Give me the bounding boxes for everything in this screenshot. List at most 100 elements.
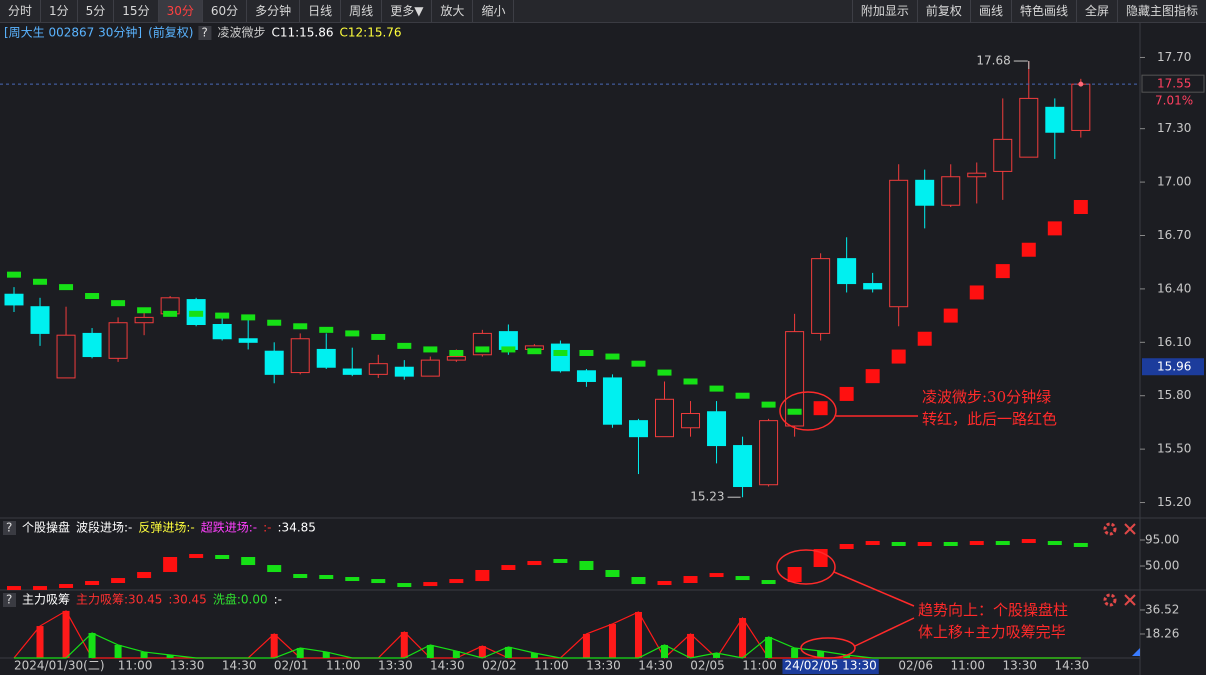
cursor-x-label: 24/02/05 13:30 [784,659,876,673]
help-box [3,593,16,607]
step-marker [501,346,516,353]
toolbar-button[interactable]: 画线 [969,0,1011,22]
cursor-price-box [1142,358,1204,376]
step-marker [1047,221,1062,236]
step-marker [527,348,542,355]
annotation: 转红，此后一路红色 [922,410,1057,428]
step-marker [189,310,204,317]
indicator-bar [163,556,178,573]
step-marker [787,408,802,415]
indicator-bar [661,644,668,658]
toolbar-button[interactable]: 特色画线 [1010,0,1076,22]
callout-circle [779,391,837,431]
indicator-bar [267,565,282,573]
indicator-bar [631,576,646,585]
toolbar-button[interactable]: 周线 [341,0,383,22]
toolbar-button[interactable]: 更多▼ [382,0,433,22]
settings-icon[interactable] [1103,593,1117,607]
indicator-bar [683,576,698,584]
x-tick-label: 14:30 [222,659,257,673]
step-marker [163,310,178,317]
x-tick-label: 13:30 [586,659,621,673]
header-value: C11:15.86 [271,26,333,40]
step-marker [943,308,958,323]
candle-body [342,368,362,375]
header-value: :- [263,521,271,535]
toolbar-button[interactable]: 隐藏主图指标 [1116,0,1206,22]
candle-body [30,306,50,334]
toolbar-button[interactable]: 前复权 [916,0,970,22]
candle-body [56,334,76,379]
toolbar-button[interactable]: 附加显示 [851,0,917,22]
header-value: 主力吸筹:30.45 [76,593,162,607]
indicator-bar [969,541,984,546]
step-marker [345,330,360,337]
settings-icon[interactable] [1103,522,1117,536]
candle-body [576,370,596,382]
x-tick-label: 11:00 [742,659,777,673]
toolbar-button[interactable]: 分时 [0,0,42,22]
step-marker [137,307,152,314]
indicator-bar [397,583,412,588]
toolbar-button[interactable]: 缩小 [473,0,515,22]
toolbar: 分时 1分 5分 15分 30分 60分 多分钟 日线 周线 更多▼ 放大 缩小 附加显示 前复权 画线特… [0,0,1206,23]
candle-body [420,359,440,377]
step-marker [397,342,412,349]
toolbar-button[interactable]: 多分钟 [247,0,301,22]
y-tick-label: 18.26 [1145,626,1179,640]
step-marker [215,312,230,319]
y-tick-label: 50.00 [1145,559,1179,573]
candle-body [134,316,154,324]
indicator-bar [634,611,642,658]
indicator-bar [345,577,360,582]
y-tick-label: 15.20 [1157,495,1191,509]
toolbar-button[interactable]: 15分 [114,0,159,22]
annotation: 体上移+主力吸筹完毕 [918,623,1066,641]
indicator-bar [33,586,48,591]
indicator-bar [504,646,512,658]
indicator-bar [527,560,542,566]
indicator-bar [582,633,590,658]
indicator-bar [166,654,174,658]
help-icon: ? [6,521,12,535]
toolbar-button[interactable]: 日线 [300,0,342,22]
step-marker [761,401,776,408]
indicator-bar [88,633,96,658]
indicator-bar [111,578,126,584]
toolbar-button[interactable]: 放大 [432,0,474,22]
indicator-bar [995,541,1010,546]
step-marker [293,323,308,330]
indicator-bar [865,541,880,546]
candle-body [602,377,622,425]
indicator-bar [817,651,825,658]
indicator-bar [85,581,100,586]
toolbar-button[interactable]: 5分 [78,0,115,22]
help-icon: ? [201,26,207,40]
candle-body [967,172,987,178]
indicator-bar [943,541,958,546]
toolbar-button[interactable]: 60分 [203,0,248,22]
change-label: 7.01% [1155,94,1193,108]
toolbar-button[interactable]: 30分 [158,0,203,22]
help-icon: ? [6,593,12,607]
step-marker [683,378,698,385]
indicator-bar [114,644,122,658]
indicator-bar [215,554,230,559]
step-marker [579,349,594,356]
x-tick-label: 02/02 [482,659,517,673]
indicator-bar [839,543,854,550]
candle-body [212,324,232,340]
step-marker [657,369,672,376]
x-tick-label: 11:00 [534,659,569,673]
close-icon[interactable] [1124,594,1136,606]
toolbar-button[interactable]: 全屏 [1075,0,1117,22]
toolbar-button[interactable]: 1分 [41,0,78,22]
close-icon[interactable] [1124,523,1136,535]
candle-body [264,350,284,375]
panel-title: 主力吸筹 [22,593,70,607]
step-marker [7,271,21,278]
step-marker [605,353,620,360]
indicator-bar [709,573,724,578]
step-marker [423,346,438,353]
